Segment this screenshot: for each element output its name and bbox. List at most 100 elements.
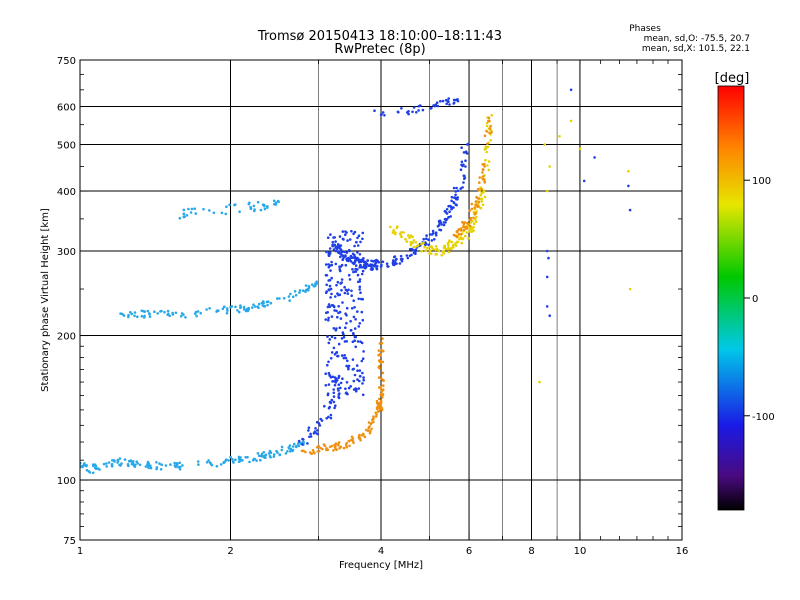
data-point bbox=[253, 305, 257, 308]
x-tick-label: 4 bbox=[378, 546, 384, 557]
data-point bbox=[315, 432, 319, 435]
data-point bbox=[325, 283, 329, 287]
data-point bbox=[304, 450, 307, 454]
x-tick-label: 16 bbox=[676, 546, 689, 557]
data-point bbox=[291, 445, 295, 448]
data-point bbox=[336, 245, 340, 249]
data-point bbox=[331, 375, 335, 379]
data-point bbox=[289, 450, 292, 453]
data-point bbox=[545, 249, 549, 253]
data-point bbox=[460, 163, 463, 167]
data-point bbox=[582, 179, 586, 183]
data-point bbox=[480, 197, 484, 201]
data-point bbox=[347, 386, 351, 390]
data-point bbox=[326, 392, 330, 396]
data-point bbox=[327, 263, 330, 266]
data-point bbox=[485, 150, 489, 154]
data-point bbox=[341, 230, 345, 233]
data-point bbox=[334, 328, 338, 332]
data-point bbox=[340, 263, 344, 267]
data-point bbox=[474, 218, 477, 221]
data-point bbox=[272, 455, 276, 458]
data-point bbox=[275, 449, 278, 453]
data-point bbox=[569, 88, 573, 92]
data-point bbox=[356, 244, 360, 247]
data-point bbox=[359, 438, 362, 442]
data-point bbox=[328, 278, 332, 282]
data-point bbox=[377, 405, 381, 409]
data-point bbox=[452, 206, 455, 209]
data-point bbox=[259, 458, 262, 462]
data-point bbox=[393, 260, 397, 263]
data-point bbox=[91, 471, 95, 475]
data-point bbox=[392, 228, 395, 232]
data-point bbox=[225, 311, 229, 315]
data-point bbox=[325, 448, 328, 452]
data-point bbox=[278, 297, 281, 300]
data-point bbox=[464, 234, 467, 238]
data-point bbox=[349, 328, 353, 332]
data-point bbox=[308, 435, 311, 439]
data-point bbox=[94, 465, 98, 468]
data-point bbox=[358, 280, 362, 283]
data-point bbox=[412, 245, 416, 249]
data-point bbox=[267, 452, 271, 455]
data-point bbox=[358, 322, 362, 325]
data-point bbox=[442, 252, 446, 255]
data-point bbox=[324, 291, 328, 295]
data-point bbox=[291, 295, 295, 299]
data-point bbox=[320, 419, 324, 422]
data-point bbox=[379, 386, 383, 389]
data-point bbox=[334, 262, 338, 266]
data-point bbox=[342, 356, 346, 360]
data-point bbox=[370, 427, 373, 431]
data-point bbox=[339, 255, 342, 259]
data-point bbox=[323, 404, 326, 408]
data-point bbox=[387, 265, 390, 268]
data-point bbox=[327, 371, 331, 375]
data-point bbox=[239, 456, 242, 459]
data-point bbox=[459, 168, 463, 171]
data-point bbox=[489, 124, 492, 128]
data-point bbox=[358, 260, 361, 264]
phases-x-stats: mean, sd,X: 101.5, 22.1 bbox=[642, 44, 750, 54]
data-point bbox=[464, 159, 467, 162]
data-point bbox=[227, 459, 230, 462]
data-point bbox=[297, 444, 301, 448]
data-point bbox=[373, 109, 376, 112]
data-point bbox=[434, 245, 438, 248]
data-point bbox=[367, 421, 371, 424]
data-point bbox=[338, 326, 342, 330]
data-point bbox=[345, 340, 349, 343]
data-point bbox=[338, 265, 341, 269]
data-point bbox=[208, 307, 211, 310]
data-points bbox=[80, 88, 632, 475]
data-point bbox=[85, 468, 89, 472]
data-point bbox=[323, 444, 327, 448]
data-point bbox=[144, 465, 148, 468]
data-point bbox=[354, 318, 357, 321]
data-point bbox=[452, 201, 456, 204]
data-point bbox=[136, 315, 139, 319]
data-point bbox=[223, 305, 226, 309]
data-point bbox=[333, 446, 337, 449]
data-point bbox=[360, 359, 364, 363]
data-point bbox=[361, 382, 364, 385]
data-point bbox=[455, 186, 458, 190]
data-point bbox=[119, 464, 122, 467]
data-point bbox=[464, 151, 468, 154]
data-point bbox=[407, 112, 410, 116]
data-point bbox=[415, 111, 418, 114]
data-point bbox=[352, 270, 355, 274]
data-point bbox=[486, 142, 489, 146]
data-point bbox=[450, 240, 454, 244]
data-point bbox=[487, 168, 491, 172]
data-point bbox=[481, 175, 485, 178]
data-point bbox=[262, 203, 266, 207]
data-point bbox=[444, 218, 448, 222]
data-point bbox=[426, 246, 429, 250]
data-point bbox=[483, 181, 487, 184]
data-point bbox=[477, 197, 481, 200]
data-point bbox=[372, 417, 375, 420]
data-point bbox=[306, 442, 309, 445]
